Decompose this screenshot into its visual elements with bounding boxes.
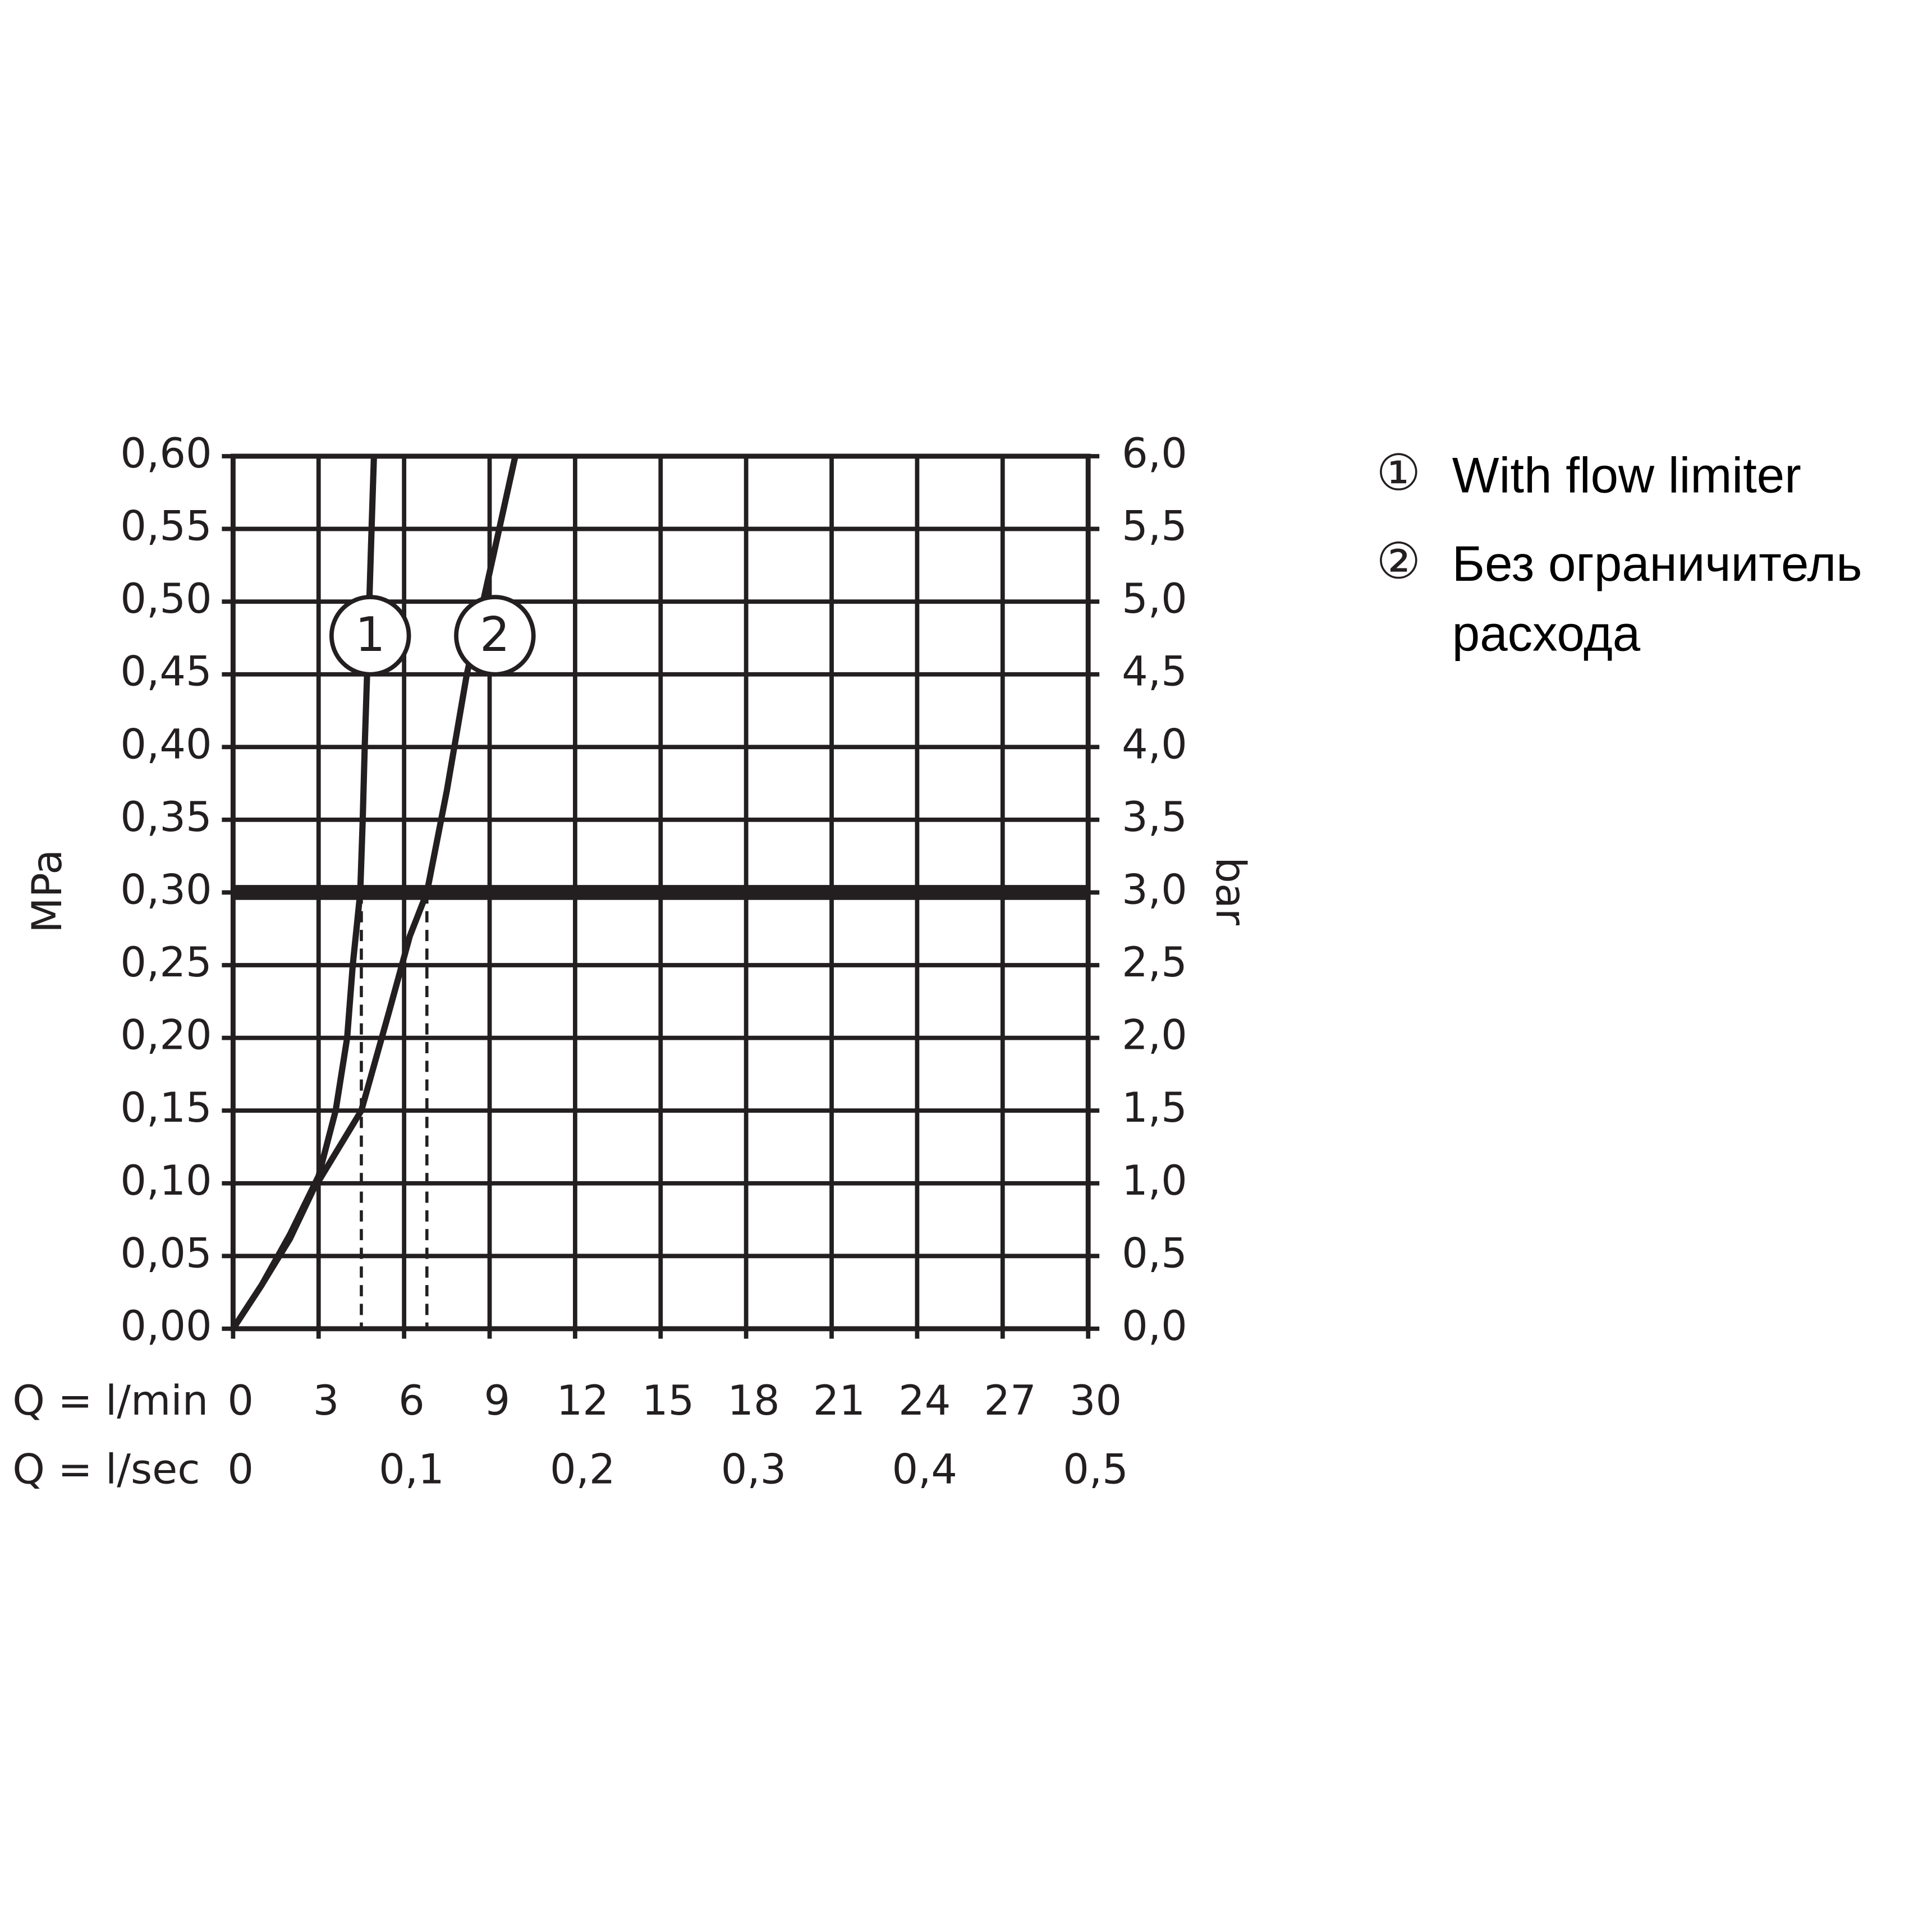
y-tick-label: 0,10 — [120, 1157, 212, 1205]
y2-tick-label: 3,5 — [1122, 793, 1187, 841]
x2-tick-label: 0,5 — [1063, 1445, 1128, 1493]
x-tick-label: 9 — [484, 1377, 511, 1425]
y2-tick-label: 4,0 — [1122, 721, 1187, 768]
x2-tick-label: 0 — [227, 1445, 254, 1493]
y-tick-label: 0,30 — [120, 866, 212, 914]
x-tick-label: 12 — [557, 1377, 609, 1425]
y2-tick-label: 0,0 — [1122, 1302, 1187, 1350]
x-tick-label: 0 — [227, 1377, 254, 1425]
x-tick-label: 27 — [984, 1377, 1036, 1425]
y2-tick-label: 5,5 — [1122, 503, 1187, 550]
legend-symbol: ① — [1376, 444, 1421, 502]
legend-box: With flow limiter — [1452, 448, 1801, 504]
legend-label: With flow limiter — [1452, 448, 1801, 504]
y2-tick-label: 6,0 — [1122, 430, 1187, 478]
y2-tick-label: 1,5 — [1122, 1084, 1187, 1132]
y-tick-label: 0,20 — [120, 1012, 212, 1059]
x-tick-label: 24 — [898, 1377, 951, 1425]
y2-tick-label: 0,5 — [1122, 1229, 1187, 1277]
y2-tick-label: 4,5 — [1122, 648, 1187, 696]
curve-marker-label: 2 — [480, 607, 510, 662]
x-tick-label: 30 — [1070, 1377, 1122, 1425]
y-tick-label: 0,00 — [120, 1302, 212, 1350]
curve-marker-circle — [454, 595, 536, 677]
x-tick-label: 3 — [313, 1377, 339, 1425]
x-tick-label: 18 — [727, 1377, 779, 1425]
y-tick-label: 0,60 — [120, 430, 212, 478]
y-tick-label: 0,25 — [120, 939, 212, 986]
curve-marker-label: 1 — [355, 607, 386, 662]
x-axis-label: Q = l/min — [12, 1377, 208, 1425]
y-tick-label: 0,50 — [120, 575, 212, 623]
plot-frame — [230, 453, 1091, 1332]
curve-marker-circle — [329, 595, 411, 677]
y-tick-label: 0,45 — [120, 648, 212, 696]
y2-tick-label: 2,5 — [1122, 939, 1187, 986]
x-tick-label: 21 — [813, 1377, 865, 1425]
y2-tick-label: 1,0 — [1122, 1157, 1187, 1205]
x-tick-label: 15 — [642, 1377, 694, 1425]
legend-symbol: ② — [1376, 533, 1421, 590]
x2-axis-label: Q = l/sec — [12, 1445, 200, 1493]
y-tick-label: 0,05 — [120, 1229, 212, 1277]
x-tick-label: 6 — [398, 1377, 425, 1425]
y-axis-label: MPa — [24, 850, 71, 933]
x2-tick-label: 0,4 — [892, 1445, 957, 1493]
y2-tick-label: 3,0 — [1122, 866, 1187, 914]
y2-tick-label: 2,0 — [1122, 1012, 1187, 1059]
legend-box: Без ограничитель расхода — [1452, 537, 1862, 662]
y2-axis-label: bar — [1206, 857, 1254, 925]
y2-tick-label: 5,0 — [1122, 575, 1187, 623]
y-tick-label: 0,35 — [120, 793, 212, 841]
x2-tick-label: 0,3 — [721, 1445, 787, 1493]
x2-tick-label: 0,2 — [550, 1445, 616, 1493]
y-tick-label: 0,15 — [120, 1084, 212, 1132]
y-tick-label: 0,40 — [120, 721, 212, 768]
x2-tick-label: 0,1 — [379, 1445, 444, 1493]
legend-label: Без ограничитель расхода — [1452, 537, 1862, 662]
y-tick-label: 0,55 — [120, 503, 212, 550]
